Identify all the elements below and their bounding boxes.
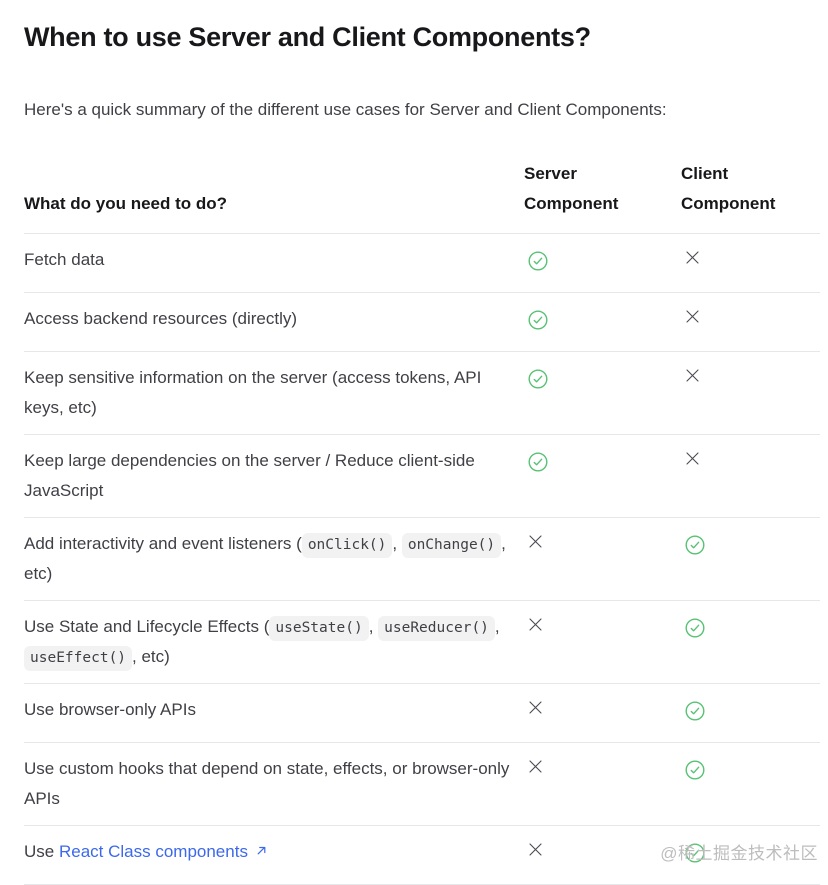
client-component-cell <box>681 292 820 352</box>
check-circle-icon <box>685 754 705 780</box>
x-icon <box>528 697 543 715</box>
task-cell: Use custom hooks that depend on state, e… <box>24 742 524 826</box>
server-component-cell <box>524 233 681 293</box>
x-icon <box>528 531 543 549</box>
inline-code: useEffect() <box>24 646 133 671</box>
inline-code: useState() <box>269 616 369 641</box>
task-cell: Keep large dependencies on the server / … <box>24 434 524 518</box>
table-row: Keep large dependencies on the server / … <box>24 434 820 518</box>
task-cell: Fetch data <box>24 233 524 293</box>
inline-code: onChange() <box>401 533 502 558</box>
table-row: Add interactivity and event listeners (o… <box>24 517 820 601</box>
task-cell: Use State and Lifecycle Effects (useStat… <box>24 600 524 684</box>
x-icon <box>685 247 700 265</box>
server-component-cell <box>524 292 681 352</box>
table-row: Fetch data <box>24 233 820 293</box>
react-class-components-link[interactable]: React Class components <box>59 842 268 861</box>
server-component-cell <box>524 517 681 601</box>
server-component-cell <box>524 434 681 518</box>
x-icon <box>528 839 543 857</box>
server-component-cell <box>524 600 681 684</box>
inline-code: useReducer() <box>378 616 495 641</box>
task-cell: Access backend resources (directly) <box>24 292 524 352</box>
intro-paragraph: Here's a quick summary of the different … <box>24 100 667 119</box>
client-component-cell <box>681 742 820 826</box>
col-header-server-component: Server Component <box>524 159 681 234</box>
check-circle-icon <box>685 529 705 555</box>
table-header-row: What do you need to do? Server Component… <box>24 159 820 234</box>
client-component-cell <box>681 600 820 684</box>
table-row: Use custom hooks that depend on state, e… <box>24 742 820 826</box>
table-row: Use browser-only APIs <box>24 683 820 743</box>
server-component-cell <box>524 825 681 885</box>
client-component-cell <box>681 434 820 518</box>
table-row: Keep sensitive information on the server… <box>24 351 820 435</box>
client-component-cell <box>681 683 820 743</box>
table-row: Access backend resources (directly) <box>24 292 820 352</box>
watermark: @稀土掘金技术社区 <box>660 844 818 863</box>
check-circle-icon <box>528 446 548 472</box>
task-cell: Add interactivity and event listeners (o… <box>24 517 524 601</box>
col-header-task: What do you need to do? <box>24 159 524 234</box>
check-circle-icon <box>685 695 705 721</box>
client-component-cell <box>681 233 820 293</box>
check-circle-icon <box>528 304 548 330</box>
inline-code: onClick() <box>301 533 393 558</box>
x-icon <box>685 365 700 383</box>
server-component-cell <box>524 683 681 743</box>
table-body: Fetch data Access backend resources (dire… <box>24 233 820 885</box>
client-component-cell <box>681 351 820 435</box>
check-circle-icon <box>685 612 705 638</box>
table-header: What do you need to do? Server Component… <box>24 159 820 234</box>
x-icon <box>528 756 543 774</box>
client-component-cell <box>681 517 820 601</box>
check-circle-icon <box>528 363 548 389</box>
check-circle-icon <box>685 837 705 863</box>
server-component-cell <box>524 742 681 826</box>
task-cell: Use browser-only APIs <box>24 683 524 743</box>
components-comparison-table: What do you need to do? Server Component… <box>24 159 820 885</box>
external-link-arrow-icon <box>255 837 268 867</box>
check-circle-icon <box>528 245 548 271</box>
col-header-client-component: Client Component <box>681 159 820 234</box>
page-title: When to use Server and Client Components… <box>24 22 591 52</box>
x-icon <box>685 448 700 466</box>
x-icon <box>528 614 543 632</box>
task-cell: Keep sensitive information on the server… <box>24 351 524 435</box>
task-cell: Use React Class components <box>24 825 524 885</box>
table-row: Use State and Lifecycle Effects (useStat… <box>24 600 820 684</box>
x-icon <box>685 306 700 324</box>
server-component-cell <box>524 351 681 435</box>
